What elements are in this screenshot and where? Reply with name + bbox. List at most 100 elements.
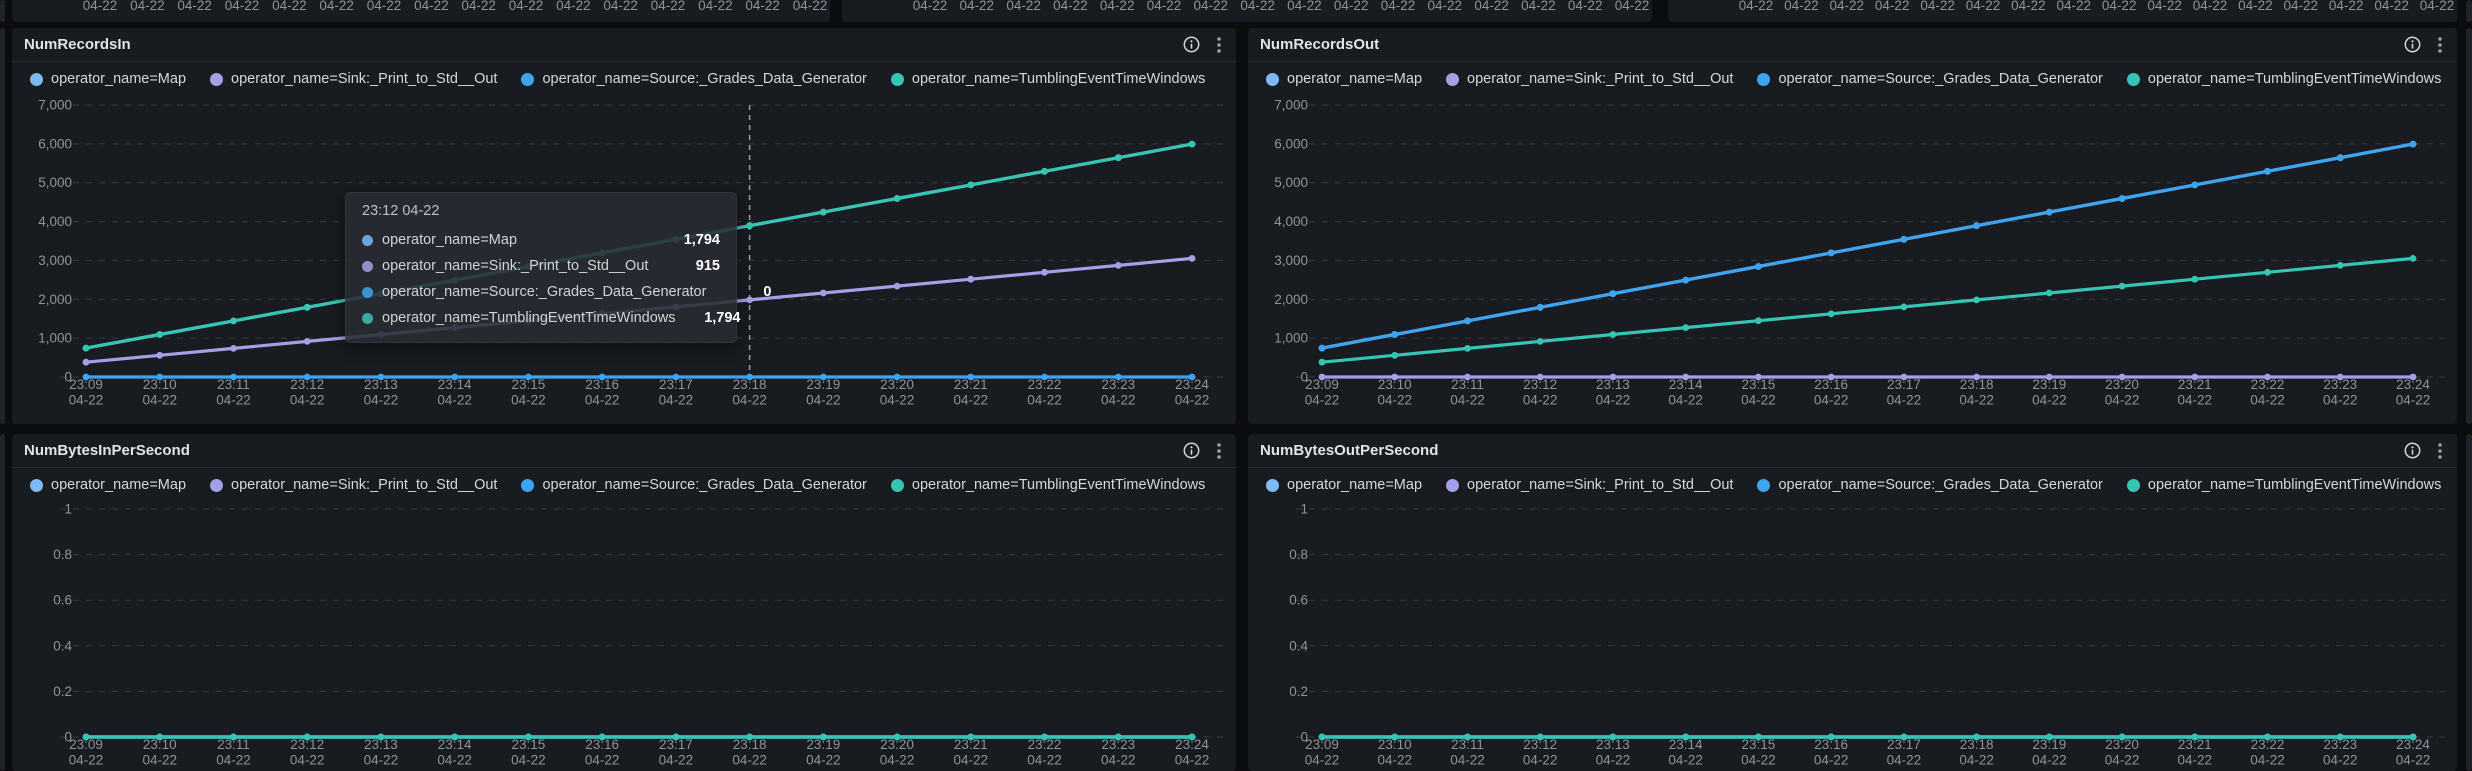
clipped-x-axis-label: 04-22 (745, 0, 780, 13)
legend-color-dot (1757, 72, 1771, 86)
legend-item-operator-name-sink-print-to-std-out[interactable]: operator_name=Sink:_Print_to_Std__Out (1446, 71, 1733, 87)
legend-label: operator_name=TumblingEventTimeWindows (911, 477, 1206, 493)
x-tick-time-label: 23:22 (1028, 737, 1062, 752)
info-icon[interactable] (1183, 36, 1200, 53)
legend-item-operator-name-sink-print-to-std-out[interactable]: operator_name=Sink:_Print_to_Std__Out (210, 71, 497, 87)
x-tick-date-label: 04-22 (732, 393, 767, 408)
legend-item-operator-name-tumblingeventtimewindows[interactable]: operator_name=TumblingEventTimeWindows (890, 71, 1206, 87)
legend-label: operator_name=Sink:_Print_to_Std__Out (231, 71, 498, 87)
x-tick-time-label: 23:16 (585, 737, 619, 752)
legend-item-operator-name-map[interactable]: operator_name=Map (1266, 477, 1422, 493)
clipped-x-axis-label: 04-22 (556, 0, 591, 13)
legend-item-operator-name-source-grades-data-generator[interactable]: operator_name=Source:_Grades_Data_Genera… (521, 71, 867, 87)
info-icon[interactable] (2404, 36, 2421, 53)
x-tick-time-label: 23:17 (659, 377, 693, 392)
x-tick-time-label: 23:22 (2251, 737, 2285, 752)
legend-item-operator-name-tumblingeventtimewindows[interactable]: operator_name=TumblingEventTimeWindows (2126, 477, 2441, 493)
x-tick-time-label: 23:14 (438, 737, 472, 752)
x-tick-date-label: 04-22 (1741, 393, 1776, 408)
clipped-x-axis-label: 04-22 (366, 0, 402, 13)
legend-item-operator-name-map[interactable]: operator_name=Map (30, 71, 186, 87)
clipped-x-axis-label: 04-22 (461, 0, 496, 13)
tooltip-series-label: operator_name=Sink:_Print_to_Std__Out (382, 258, 649, 274)
legend-color-dot (521, 478, 535, 492)
legend-item-operator-name-map[interactable]: operator_name=Map (30, 477, 186, 493)
legend-label: operator_name=Sink:_Print_to_Std__Out (1467, 477, 1734, 493)
chart-numrecordsout: 7,000 6,000 5,000 4,000 3,000 2,000 1,000 023:0… (1274, 98, 2445, 408)
clipped-panel-above: 04-22 04-22 04-22 04-22 04-22 04-22 04-22 04-22… (1668, 0, 2457, 22)
info-icon[interactable] (2404, 442, 2421, 459)
kebab-menu-icon[interactable] (1216, 36, 1222, 54)
x-tick-time-label: 23:11 (217, 737, 250, 752)
y-tick-label: 1,000 (1274, 331, 1308, 346)
series-operator-name-sink-print-to-std-out (1318, 373, 2417, 381)
x-tick-time-label: 23:24 (1175, 737, 1209, 752)
x-tick-time-label: 23:17 (659, 737, 693, 752)
kebab-menu-icon[interactable] (2437, 442, 2443, 460)
legend-item-operator-name-source-grades-data-generator[interactable]: operator_name=Source:_Grades_Data_Genera… (1757, 477, 2103, 493)
legend-color-dot (210, 72, 224, 86)
clipped-x-axis-label: 04-22 (792, 0, 828, 13)
legend-item-operator-name-source-grades-data-generator[interactable]: operator_name=Source:_Grades_Data_Genera… (1757, 71, 2103, 87)
x-tick-time-label: 23:10 (1378, 737, 1412, 752)
legend-item-operator-name-source-grades-data-generator[interactable]: operator_name=Source:_Grades_Data_Genera… (521, 477, 867, 493)
x-tick-time-label: 23:16 (1814, 737, 1848, 752)
kebab-icon-glyph (1217, 442, 1221, 459)
x-tick-date-label: 04-22 (2032, 753, 2067, 768)
series-operator-name-source-grades-data-generator (1318, 140, 2417, 352)
legend-color-dot (1446, 478, 1460, 492)
legend-item-operator-name-map[interactable]: operator_name=Map (1266, 71, 1422, 87)
clipped-x-axis-label: 04-22 (1920, 0, 1955, 13)
y-tick-label: 7,000 (1274, 98, 1308, 113)
tooltip-color-dot (362, 286, 373, 298)
legend-item-operator-name-sink-print-to-std-out[interactable]: operator_name=Sink:_Print_to_Std__Out (210, 477, 497, 493)
x-tick-time-label: 23:23 (1101, 737, 1135, 752)
clipped-x-axis-label: 04-22 (319, 0, 354, 13)
clipped-x-axis-label: 04-22 (2011, 0, 2046, 13)
legend-label: operator_name=TumblingEventTimeWindows (911, 71, 1206, 87)
clipped-x-axis-label: 04-22 (272, 0, 307, 13)
kebab-menu-icon[interactable] (1216, 442, 1222, 460)
clipped-panel-edge (0, 0, 5, 22)
legend-item-operator-name-tumblingeventtimewindows[interactable]: operator_name=TumblingEventTimeWindows (2126, 71, 2441, 87)
info-icon[interactable] (1183, 442, 1200, 459)
tooltip-color-dot (362, 312, 373, 324)
x-tick-date-label: 04-22 (954, 393, 989, 408)
x-tick-date-label: 04-22 (2323, 393, 2358, 408)
tooltip-series-value: 0 (763, 284, 772, 300)
x-tick-date-label: 04-22 (1450, 753, 1485, 768)
y-tick-label: 0.4 (53, 638, 72, 653)
x-tick-time-label: 23:15 (1742, 377, 1776, 392)
legend-label: operator_name=Map (51, 477, 187, 493)
y-tick-label: 0 (1300, 730, 1308, 745)
clipped-x-axis-label: 04-22 (1099, 0, 1135, 13)
legend-item-operator-name-tumblingeventtimewindows[interactable]: operator_name=TumblingEventTimeWindows (890, 477, 1206, 493)
legend-label: operator_name=Source:_Grades_Data_Genera… (542, 71, 867, 87)
clipped-x-axis-label: 04-22 (1614, 0, 1650, 13)
y-tick-label: 1 (1300, 502, 1308, 517)
clipped-x-axis-label: 04-22 (959, 0, 995, 13)
x-tick-date-label: 04-22 (364, 753, 399, 768)
x-tick-date-label: 04-22 (1175, 753, 1210, 768)
x-tick-date-label: 04-22 (1305, 753, 1340, 768)
x-tick-time-label: 23:22 (1028, 377, 1062, 392)
y-tick-label: 3,000 (1274, 253, 1308, 268)
legend-item-operator-name-sink-print-to-std-out[interactable]: operator_name=Sink:_Print_to_Std__Out (1446, 477, 1733, 493)
tooltip-timestamp: 23:12 04-22 (362, 203, 440, 219)
x-tick-time-label: 23:10 (1378, 377, 1412, 392)
panel-title: NumBytesOutPerSecond (1260, 442, 1439, 459)
tooltip-series-value: 1,794 (704, 310, 741, 326)
x-tick-date-label: 04-22 (511, 393, 546, 408)
info-icon-glyph (1183, 442, 1200, 459)
clipped-x-axis-label: 04-22 (650, 0, 686, 13)
legend-label: operator_name=Map (1287, 477, 1423, 493)
clipped-x-axis-label: 04-22 (1427, 0, 1463, 13)
x-tick-date-label: 04-22 (806, 753, 841, 768)
x-tick-time-label: 23:19 (806, 737, 840, 752)
panel-title: NumBytesInPerSecond (24, 442, 190, 459)
clipped-x-axis-label: 04-22 (1567, 0, 1603, 13)
kebab-menu-icon[interactable] (2437, 36, 2443, 54)
clipped-x-axis-label: 04-22 (1333, 0, 1369, 13)
y-tick-label: 7,000 (38, 98, 72, 113)
x-tick-time-label: 23:21 (2178, 737, 2212, 752)
